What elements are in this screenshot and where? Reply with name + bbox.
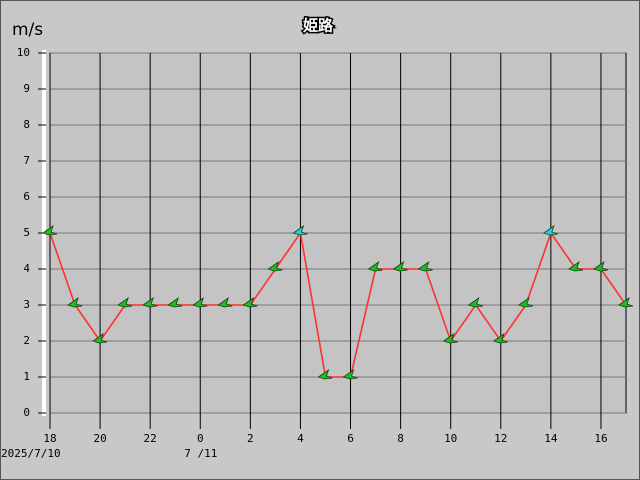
wind-marker [42,224,58,236]
wind-marker [142,296,158,308]
wind-marker [367,260,383,272]
y-tick-label: 2 [23,334,30,347]
x-tick-label: 14 [544,432,558,445]
wind-marker [593,260,609,272]
wind-marker [67,296,83,308]
y-tick-label: 10 [17,46,30,59]
wind-marker [267,260,283,272]
x-tick-label: 18 [43,432,56,445]
wind-marker [167,296,183,308]
x-tick-label: 8 [397,432,404,445]
wind-marker [342,368,358,380]
x-tick-label: 12 [494,432,507,445]
y-tick-label: 8 [23,118,30,131]
wind-marker [392,260,408,272]
date-label: 7 /11 [184,447,217,460]
y-unit: m/s [12,20,43,40]
x-tick-label: 6 [347,432,354,445]
y-tick-label: 3 [23,298,30,311]
wind-marker [467,296,483,308]
x-tick-label: 4 [297,432,304,445]
x-tick-label: 22 [144,432,157,445]
y-tick-label: 6 [23,190,30,203]
x-tick-label: 2 [247,432,254,445]
wind-marker [192,296,208,308]
y-tick-label: 7 [23,154,30,167]
y-tick-label: 1 [23,370,30,383]
x-tick-label: 10 [444,432,457,445]
wind-marker [292,224,308,236]
wind-marker [92,332,108,344]
wind-marker [492,332,508,344]
wind-marker [442,332,458,344]
wind-marker [242,296,258,308]
y-tick-label: 0 [23,406,30,419]
x-tick-label: 16 [594,432,607,445]
wind-marker [417,260,433,272]
wind-marker [542,224,558,236]
y-tick-label: 5 [23,226,30,239]
wind-marker [317,368,333,380]
wind-marker [217,296,233,308]
x-tick-label: 0 [197,432,204,445]
wind-marker [618,296,634,308]
chart-title: 姫路 [303,17,334,35]
wind-marker [568,260,584,272]
wind-marker [117,296,133,308]
y-tick-label: 4 [23,262,30,275]
y-tick-label: 9 [23,82,30,95]
x-tick-label: 20 [93,432,106,445]
wind-marker [517,296,533,308]
date-label: 2025/7/10 [1,447,61,460]
